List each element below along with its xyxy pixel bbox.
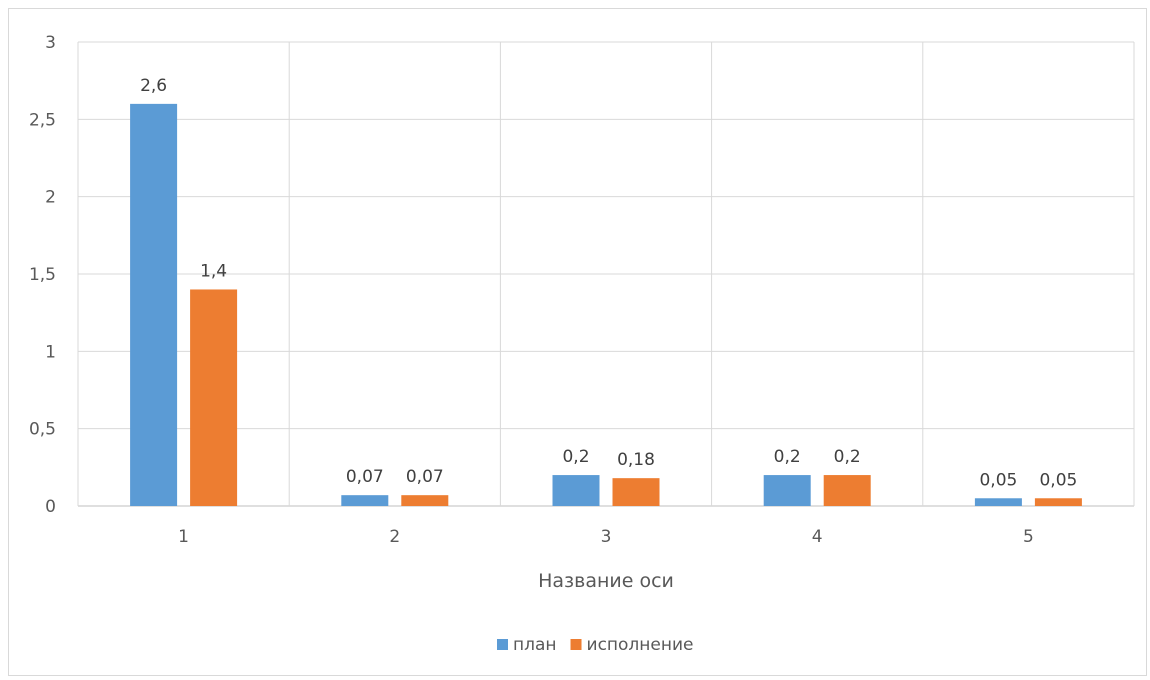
data-label: 0,07 <box>346 467 384 487</box>
x-tick-label: 3 <box>601 527 612 547</box>
bar[interactable] <box>130 103 178 506</box>
data-label: 0,2 <box>774 447 801 467</box>
bar[interactable] <box>1034 498 1082 506</box>
bar[interactable] <box>974 498 1022 506</box>
legend-label: исполнение <box>587 635 694 655</box>
y-tick-label: 0,5 <box>29 420 56 440</box>
gridlines <box>77 41 1135 507</box>
legend[interactable]: план исполнение <box>497 635 694 655</box>
x-tick-label: 2 <box>389 527 400 547</box>
y-tick-label: 1,5 <box>29 265 56 285</box>
y-tick-label: 2,5 <box>29 110 56 130</box>
data-label: 0,05 <box>1039 470 1077 490</box>
legend-label: план <box>513 635 557 655</box>
y-tick-label: 0 <box>45 497 56 517</box>
bar[interactable] <box>341 495 389 506</box>
bar[interactable] <box>190 289 238 506</box>
data-label: 0,18 <box>617 450 655 470</box>
bar[interactable] <box>823 475 871 506</box>
x-axis-title: Название оси <box>538 570 674 592</box>
data-label: 0,05 <box>979 470 1017 490</box>
x-tick-label: 1 <box>178 527 189 547</box>
bars <box>130 103 1082 506</box>
legend-swatch <box>570 639 582 650</box>
legend-item[interactable]: исполнение <box>570 635 694 655</box>
y-tick-label: 3 <box>45 33 56 53</box>
y-tick-label: 2 <box>45 188 56 208</box>
data-labels: 2,6 1,4 0,07 0,07 0,2 0,18 0,2 0,2 0,05 0,05 <box>140 76 1077 490</box>
x-axis-ticks: 1 2 3 4 5 <box>178 527 1034 547</box>
data-label: 2,6 <box>140 76 167 96</box>
data-label: 0,2 <box>834 447 861 467</box>
y-axis-ticks: 0 0,5 1 1,5 2 2,5 3 <box>29 33 56 517</box>
bar[interactable] <box>612 478 660 506</box>
data-label: 0,2 <box>562 447 589 467</box>
data-label: 1,4 <box>200 261 227 281</box>
x-tick-label: 4 <box>812 527 823 547</box>
bar[interactable] <box>401 495 449 506</box>
x-tick-label: 5 <box>1023 527 1034 547</box>
bar[interactable] <box>552 475 600 506</box>
data-label: 0,07 <box>406 467 444 487</box>
y-tick-label: 1 <box>45 342 56 362</box>
bar[interactable] <box>763 475 811 506</box>
legend-swatch <box>497 639 508 650</box>
legend-item[interactable]: план <box>497 635 557 655</box>
